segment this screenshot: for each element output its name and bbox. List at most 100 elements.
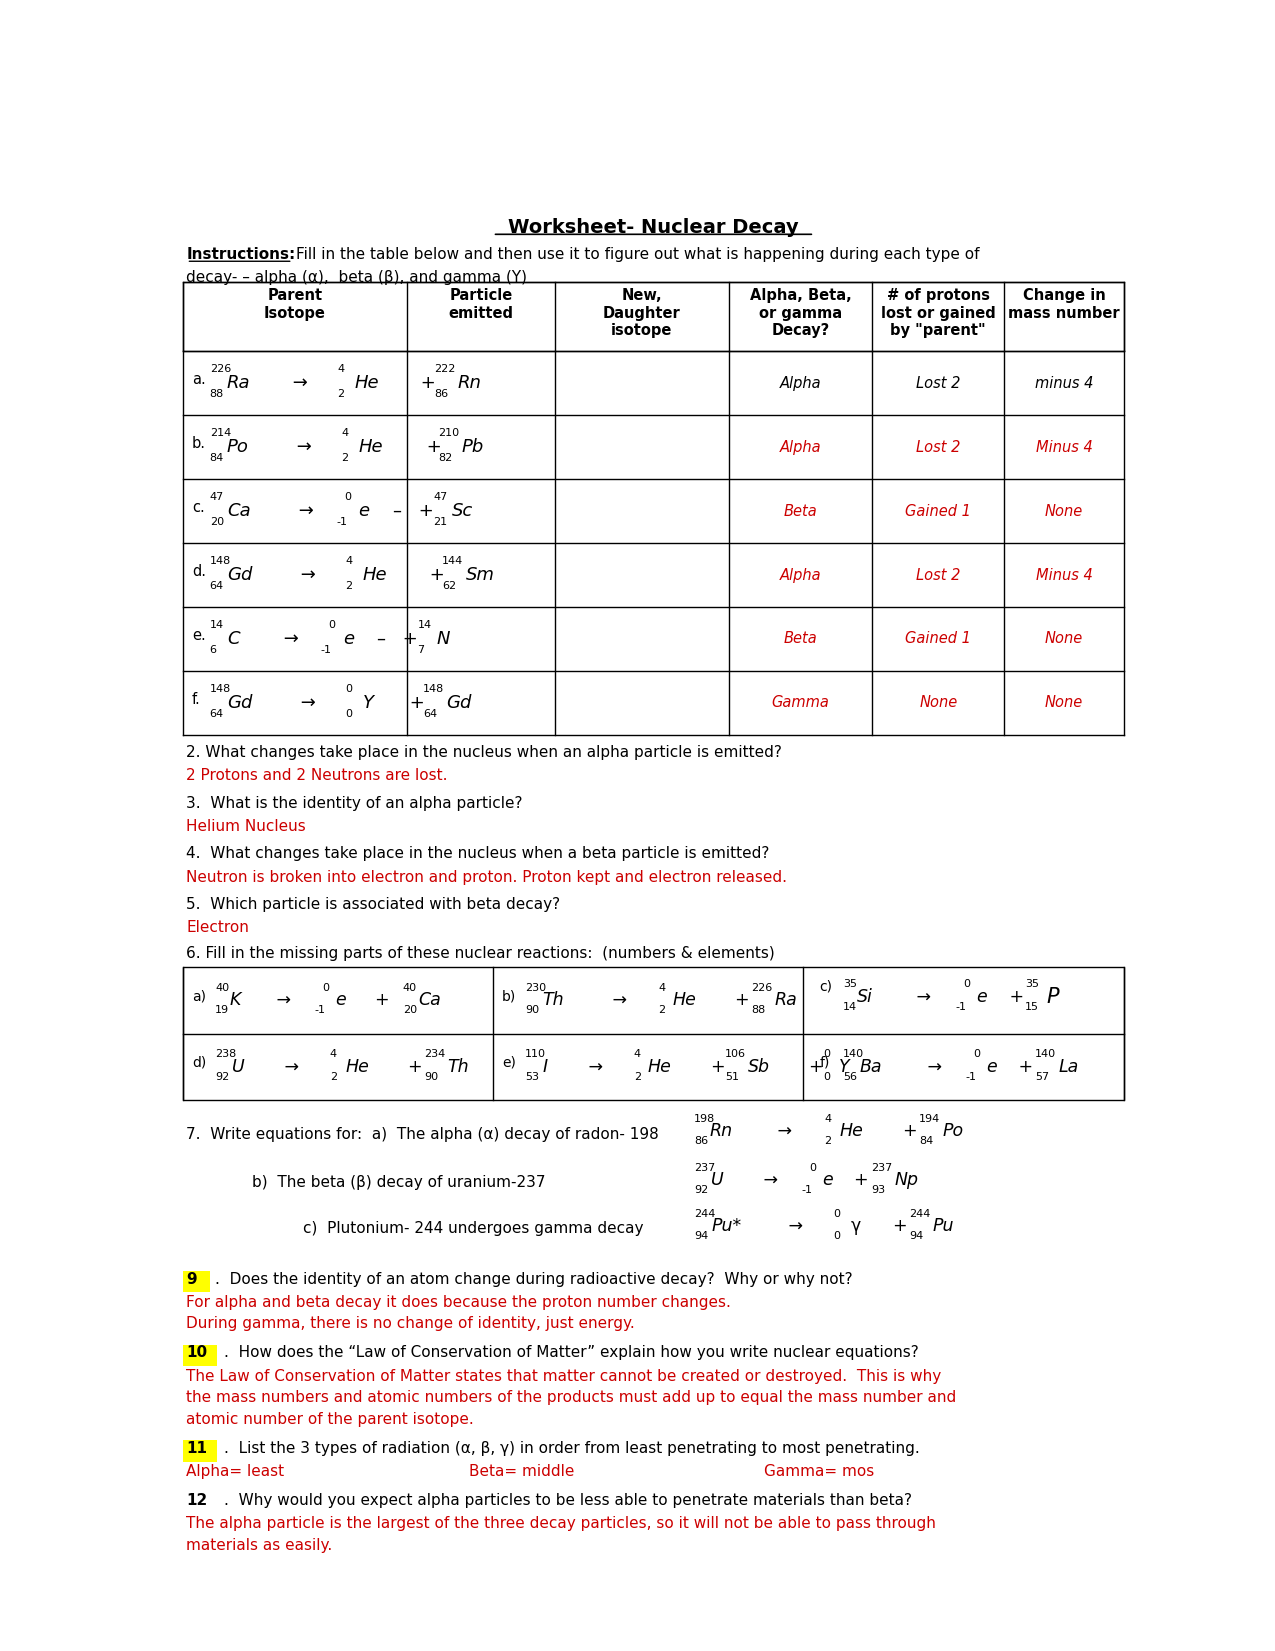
Text: +: + [403,693,425,712]
Text: d.: d. [193,563,207,580]
Text: 2. What changes take place in the nucleus when an alpha particle is emitted?: 2. What changes take place in the nucleu… [186,745,783,759]
Text: →: → [783,1217,803,1235]
Text: 47: 47 [210,492,224,502]
Text: 35: 35 [1025,979,1039,989]
Text: 210: 210 [439,428,459,439]
Text: -1: -1 [955,1002,966,1012]
Text: 20: 20 [403,1005,417,1015]
Text: None: None [1046,631,1084,647]
Text: 2 Protons and 2 Neutrons are lost.: 2 Protons and 2 Neutrons are lost. [186,768,448,783]
Text: 92: 92 [694,1185,709,1195]
Text: +: + [710,1058,724,1076]
Text: Ba: Ba [859,1058,882,1076]
Text: +: + [1005,987,1024,1005]
Text: He: He [840,1123,863,1141]
Text: He: He [354,375,379,393]
Text: Pu: Pu [933,1217,954,1235]
Text: 21: 21 [434,517,448,527]
Text: Beta= middle: Beta= middle [469,1464,575,1479]
Text: 57: 57 [1035,1071,1049,1081]
Text: e: e [977,987,987,1005]
Text: minus 4: minus 4 [1035,376,1094,391]
Text: 20: 20 [210,517,224,527]
Text: -1: -1 [315,1005,325,1015]
Text: Rn: Rn [458,375,482,393]
Text: 94: 94 [909,1232,924,1242]
Text: Worksheet- Nuclear Decay: Worksheet- Nuclear Decay [509,218,798,238]
Text: He: He [358,438,384,456]
Text: 14: 14 [417,621,431,631]
Text: U: U [711,1171,724,1189]
Text: 15: 15 [1025,1002,1039,1012]
Text: →: → [771,1123,792,1141]
Text: +: + [425,566,445,584]
Text: →: → [279,1058,298,1076]
Text: Lost 2: Lost 2 [915,376,960,391]
Text: e: e [335,992,346,1009]
Text: 4: 4 [330,1050,337,1060]
Text: 148: 148 [210,556,231,566]
Text: Np: Np [894,1171,918,1189]
Text: -1: -1 [965,1071,977,1081]
Text: 86: 86 [694,1136,708,1146]
Text: →: → [295,693,316,712]
Text: e: e [822,1171,833,1189]
Text: 110: 110 [525,1050,546,1060]
Text: 0: 0 [834,1209,840,1218]
Text: f): f) [820,1057,830,1070]
Text: the mass numbers and atomic numbers of the products must add up to equal the mas: the mass numbers and atomic numbers of t… [186,1390,956,1405]
Text: Neutron is broken into electron and proton. Proton kept and electron released.: Neutron is broken into electron and prot… [186,870,788,885]
Text: 6: 6 [210,646,217,655]
Text: c): c) [820,979,833,994]
Text: Electron: Electron [186,920,250,936]
Text: 62: 62 [442,581,456,591]
Text: 2: 2 [634,1071,641,1081]
Text: →: → [272,992,291,1009]
Text: P: P [1046,987,1058,1007]
Text: 0: 0 [973,1050,980,1060]
Text: 7: 7 [417,646,425,655]
Text: 214: 214 [210,428,231,439]
Text: Th: Th [542,992,564,1009]
Text: e.: e. [193,627,205,642]
Text: 19: 19 [215,1005,230,1015]
Text: 0: 0 [323,982,329,994]
Text: →: → [293,502,315,520]
Text: 144: 144 [442,556,464,566]
Text: e): e) [502,1057,516,1070]
Text: Gained 1: Gained 1 [905,631,972,647]
Text: b): b) [502,989,516,1004]
Text: 226: 226 [210,365,231,375]
Text: U: U [232,1058,245,1076]
Text: Parent
Isotope: Parent Isotope [264,289,326,320]
Text: La: La [1058,1058,1079,1076]
Text: +: + [398,631,418,647]
Text: Sb: Sb [748,1058,770,1076]
Text: 6. Fill in the missing parts of these nuclear reactions:  (numbers & elements): 6. Fill in the missing parts of these nu… [186,946,775,961]
Text: During gamma, there is no change of identity, just energy.: During gamma, there is no change of iden… [186,1316,635,1331]
Text: c.: c. [193,500,205,515]
Text: Y: Y [362,693,374,712]
Text: 11: 11 [186,1441,208,1456]
Text: 88: 88 [751,1005,766,1015]
Text: The alpha particle is the largest of the three decay particles, so it will not b: The alpha particle is the largest of the… [186,1516,936,1532]
Text: Th: Th [448,1058,469,1076]
Bar [182,282,1125,352]
Text: 56: 56 [843,1071,857,1081]
Text: 94: 94 [694,1232,709,1242]
Text: New,
Daughter
isotope: New, Daughter isotope [603,289,681,338]
Text: .  How does the “Law of Conservation of Matter” explain how you write nuclear eq: . How does the “Law of Conservation of M… [224,1346,919,1360]
Text: e: e [987,1058,997,1076]
Text: .  List the 3 types of radiation (α, β, γ) in order from least penetrating to mo: . List the 3 types of radiation (α, β, γ… [224,1441,921,1456]
Text: f.: f. [193,692,200,707]
Text: Gained 1: Gained 1 [905,504,972,518]
Text: Ca: Ca [227,502,250,520]
Text: 230: 230 [525,982,546,994]
Text: Alpha: Alpha [780,376,821,391]
Text: He: He [362,566,388,584]
Text: 4: 4 [338,365,344,375]
Text: 140: 140 [843,1050,864,1060]
Text: γ: γ [850,1217,861,1235]
Text: 88: 88 [210,390,224,400]
Text: a.: a. [193,371,205,386]
